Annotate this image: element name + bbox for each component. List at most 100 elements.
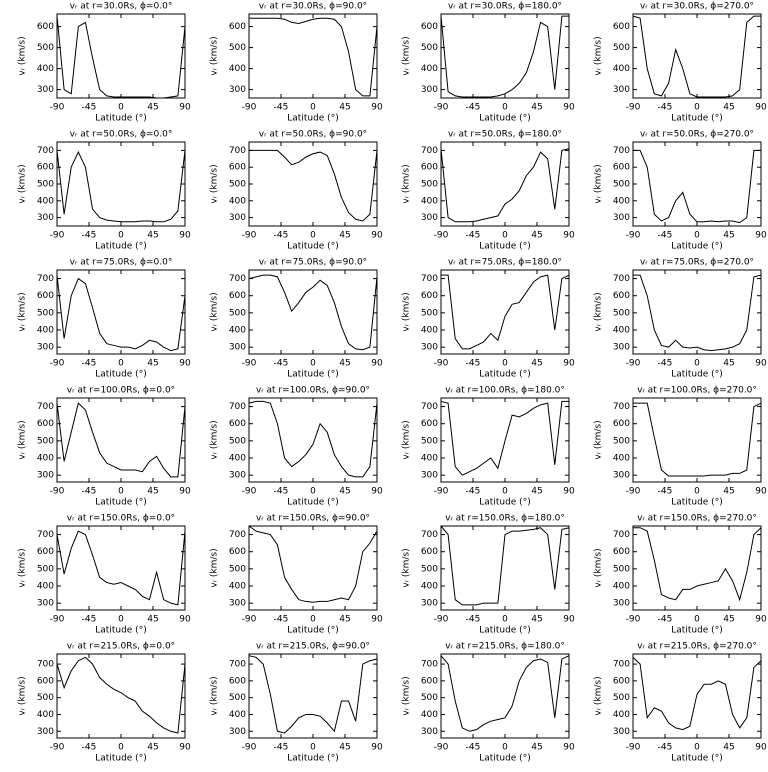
y-tick-label: 700 (37, 146, 54, 156)
x-tick-label: 45 (339, 615, 350, 625)
y-tick-label: 300 (421, 343, 438, 353)
y-tick-label: 300 (37, 213, 54, 223)
x-tick-label: -45 (274, 743, 289, 753)
data-line (633, 274, 762, 352)
x-tick-label: 90 (755, 359, 767, 369)
y-tick-label: 300 (229, 727, 246, 737)
y-tick-label: 400 (421, 64, 438, 74)
y-axis-label: vᵣ (km/s) (18, 292, 28, 331)
x-tick-label: 90 (755, 743, 767, 753)
x-axis-label: Latitude (°) (671, 626, 722, 636)
y-tick-label: 400 (421, 582, 438, 592)
y-tick-label: 500 (421, 180, 438, 190)
y-tick-label: 600 (37, 419, 54, 429)
y-tick-label: 400 (613, 64, 630, 74)
x-tick-label: 45 (531, 487, 542, 497)
x-axis-label: Latitude (°) (671, 754, 722, 764)
panel-title: vᵣ at r=75.0Rs, ϕ=270.0° (640, 258, 754, 268)
y-tick-label: 500 (37, 693, 54, 703)
y-axis-label: vᵣ (km/s) (210, 164, 220, 203)
panel-title: vᵣ at r=150.0Rs, ϕ=0.0° (67, 514, 175, 524)
x-tick-label: -90 (50, 103, 65, 113)
x-tick-label: 45 (531, 359, 542, 369)
x-tick-label: -90 (626, 487, 641, 497)
y-tick-label: 600 (613, 163, 630, 173)
y-tick-label: 400 (37, 710, 54, 720)
data-line (248, 525, 378, 603)
panel: vᵣ at r=100.0Rs, ϕ=180.0° -90 -45 0 45 90 300 4… (402, 386, 575, 508)
axis-box (248, 141, 378, 227)
y-tick-label: 500 (229, 436, 246, 446)
data-line (248, 655, 378, 734)
x-tick-label: -90 (626, 231, 641, 241)
x-tick-label: 0 (502, 103, 508, 113)
x-tick-label: 90 (563, 103, 575, 113)
x-tick-label: 45 (147, 103, 158, 113)
x-tick-label: -45 (82, 231, 97, 241)
x-tick-label: 0 (310, 359, 316, 369)
x-tick-label: 45 (147, 615, 158, 625)
x-tick-label: -45 (658, 103, 673, 113)
y-tick-label: 700 (421, 146, 438, 156)
x-tick-label: 90 (179, 487, 191, 497)
panel-title: vᵣ at r=30.0Rs, ϕ=0.0° (70, 2, 173, 12)
y-axis-label: vᵣ (km/s) (18, 164, 28, 203)
panel-title: vᵣ at r=100.0Rs, ϕ=90.0° (256, 386, 370, 396)
y-tick-label: 500 (37, 308, 54, 318)
x-tick-label: -90 (50, 487, 65, 497)
y-tick-label: 700 (613, 402, 630, 412)
y-tick-label: 600 (421, 419, 438, 429)
x-tick-label: 0 (310, 231, 316, 241)
x-tick-label: 90 (755, 103, 767, 113)
y-tick-label: 600 (421, 547, 438, 557)
y-tick-label: 600 (229, 676, 246, 686)
y-tick-label: 600 (421, 22, 438, 32)
panel: vᵣ at r=30.0Rs, ϕ=90.0° -90 -45 0 45 90 300 400… (210, 2, 383, 124)
y-tick-label: 600 (229, 163, 246, 173)
x-axis-label: Latitude (°) (479, 242, 530, 252)
x-axis-label: Latitude (°) (287, 114, 338, 124)
y-axis-label: vᵣ (km/s) (18, 36, 28, 75)
x-tick-label: 0 (694, 743, 700, 753)
panel: vᵣ at r=100.0Rs, ϕ=270.0° -90 -45 0 45 90 300 4… (594, 386, 767, 508)
y-tick-label: 500 (613, 693, 630, 703)
x-tick-label: -90 (626, 743, 641, 753)
panel: vᵣ at r=50.0Rs, ϕ=270.0° -90 -45 0 45 90 300 40… (594, 130, 767, 252)
x-axis-label: Latitude (°) (479, 370, 530, 380)
x-tick-label: 0 (118, 359, 124, 369)
x-tick-label: 45 (147, 359, 158, 369)
x-tick-label: -45 (658, 743, 673, 753)
y-tick-label: 600 (37, 547, 54, 557)
x-tick-label: 45 (723, 359, 734, 369)
x-tick-label: -45 (466, 615, 481, 625)
y-tick-label: 600 (613, 419, 630, 429)
y-tick-label: 400 (37, 64, 54, 74)
y-tick-label: 500 (421, 43, 438, 53)
panel-title: vᵣ at r=215.0Rs, ϕ=90.0° (256, 642, 370, 652)
data-line (248, 400, 378, 478)
y-tick-label: 300 (229, 471, 246, 481)
y-axis-label: vᵣ (km/s) (210, 420, 220, 459)
x-tick-label: -45 (466, 103, 481, 113)
y-axis-label: vᵣ (km/s) (402, 36, 412, 75)
axis-box (440, 141, 570, 227)
x-tick-label: 90 (179, 743, 191, 753)
y-tick-label: 600 (37, 676, 54, 686)
y-tick-label: 500 (613, 43, 630, 53)
y-axis-label: vᵣ (km/s) (210, 292, 220, 331)
y-tick-label: 300 (37, 599, 54, 609)
panel-title: vᵣ at r=75.0Rs, ϕ=90.0° (259, 258, 367, 268)
y-tick-label: 300 (613, 85, 630, 95)
panel-title: vᵣ at r=100.0Rs, ϕ=180.0° (445, 386, 565, 396)
x-tick-label: 90 (755, 615, 767, 625)
y-tick-label: 300 (229, 599, 246, 609)
y-axis-label: vᵣ (km/s) (210, 676, 220, 715)
y-tick-label: 700 (37, 530, 54, 540)
y-tick-label: 500 (37, 436, 54, 446)
y-axis-label: vᵣ (km/s) (210, 36, 220, 75)
data-line (440, 525, 570, 606)
y-tick-label: 600 (613, 22, 630, 32)
y-tick-label: 600 (37, 291, 54, 301)
panel: vᵣ at r=150.0Rs, ϕ=0.0° -90 -45 0 45 90 300 400… (18, 514, 191, 636)
